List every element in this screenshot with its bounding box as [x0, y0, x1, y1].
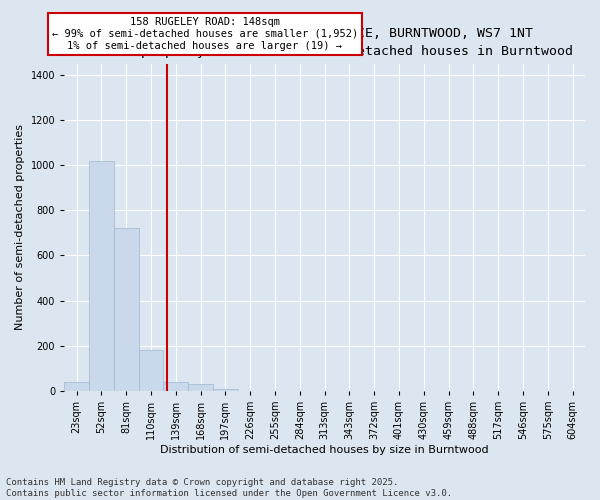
Bar — [114, 228, 139, 391]
Text: 158 RUGELEY ROAD: 148sqm
← 99% of semi-detached houses are smaller (1,952)
1% of: 158 RUGELEY ROAD: 148sqm ← 99% of semi-d… — [52, 18, 358, 50]
X-axis label: Distribution of semi-detached houses by size in Burntwood: Distribution of semi-detached houses by … — [160, 445, 489, 455]
Bar — [139, 350, 163, 391]
Bar — [64, 382, 89, 391]
Y-axis label: Number of semi-detached properties: Number of semi-detached properties — [15, 124, 25, 330]
Title: 158, RUGELEY ROAD, CHASE TERRACE, BURNTWOOD, WS7 1NT
Size of property relative t: 158, RUGELEY ROAD, CHASE TERRACE, BURNTW… — [77, 28, 572, 58]
Bar — [188, 384, 213, 391]
Bar — [163, 382, 188, 391]
Bar — [89, 160, 114, 391]
Bar — [213, 388, 238, 391]
Text: Contains HM Land Registry data © Crown copyright and database right 2025.
Contai: Contains HM Land Registry data © Crown c… — [6, 478, 452, 498]
